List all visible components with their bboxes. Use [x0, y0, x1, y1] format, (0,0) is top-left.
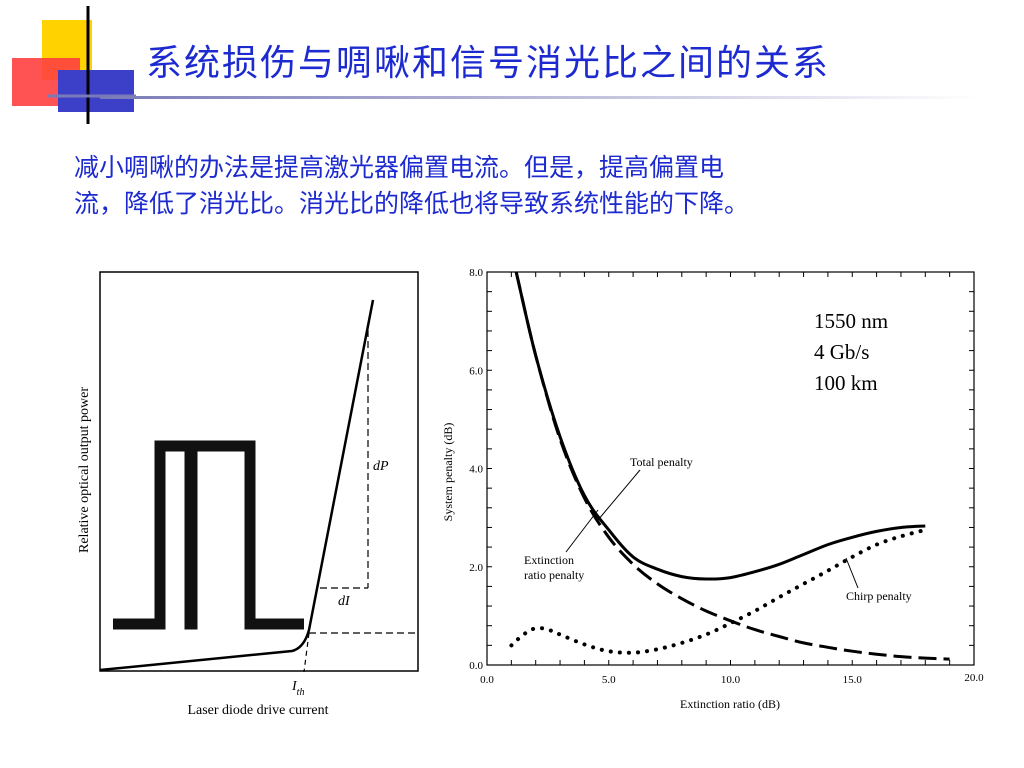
penalty-chart: 0.0 5.0 10.0 15.0 20.0 0.0 2.0 4.0 6.0 8.0 Extinc… — [441, 267, 984, 711]
condition-distance: 100 km — [814, 371, 878, 395]
y-tick-label: 2.0 — [469, 562, 483, 574]
pi-chart-frame — [99, 271, 419, 672]
condition-wavelength: 1550 nm — [814, 309, 888, 333]
x-tick-label: 0.0 — [480, 674, 494, 686]
slide-title: 系统损伤与啁啾和信号消光比之间的关系 — [146, 43, 831, 84]
slide-body: 减小啁啾的办法是提高激光器偏置电流。但是，提高偏置电 流，降低了消光比。消光比的… — [74, 150, 994, 222]
body-line-1: 减小啁啾的办法是提高激光器偏置电流。但是，提高偏置电 — [74, 153, 725, 182]
body-line-2: 流，降低了消光比。消光比的降低也将导致系统性能的下降。 — [74, 189, 750, 218]
dp-label: dP — [373, 459, 389, 474]
di-label: dI — [338, 594, 351, 609]
chirp-penalty-pointer — [845, 557, 859, 589]
series-dashed-line — [514, 271, 950, 661]
pi-ylabel: Relative optical output power — [77, 387, 92, 553]
slide-logo — [12, 6, 136, 124]
pi-xlabel: Laser diode drive current — [187, 703, 328, 718]
condition-bitrate: 4 Gb/s — [814, 340, 869, 364]
x-tick-label: 15.0 — [843, 674, 863, 686]
threshold-dash-v — [303, 632, 310, 673]
y-tick-label: 4.0 — [469, 464, 483, 476]
total-penalty-label: Total penalty — [630, 455, 693, 469]
extinction-penalty-pointer — [565, 509, 599, 553]
x-tick-label: 10.0 — [721, 674, 741, 686]
extinction-penalty-label-2: ratio penalty — [524, 568, 584, 582]
extinction-penalty-label-1: Extinction — [524, 553, 574, 567]
title-divider — [100, 96, 980, 99]
y-tick-label: 6.0 — [469, 365, 483, 377]
penalty-series — [509, 271, 950, 661]
y-tick-label: 0.0 — [469, 660, 483, 672]
x-tick-label: 20.0 — [964, 672, 984, 684]
x-tick-label: 5.0 — [602, 674, 616, 686]
pi-curve-chart: dP dI Ith Laser diode drive current Rela… — [77, 271, 419, 718]
pi-curve — [99, 299, 375, 672]
ith-label: Ith — [291, 679, 304, 698]
penalty-ticks — [486, 271, 975, 666]
penalty-plot-frame — [486, 271, 975, 666]
penalty-xlabel: Extinction ratio (dB) — [680, 697, 780, 711]
penalty-tick-labels: 0.0 5.0 10.0 15.0 20.0 0.0 2.0 4.0 6.0 8.0 — [469, 267, 984, 686]
pulse-waveform — [113, 440, 304, 630]
chirp-penalty-label: Chirp penalty — [846, 589, 912, 603]
penalty-ylabel: System penalty (dB) — [441, 423, 455, 522]
total-penalty-pointer — [597, 469, 641, 521]
y-tick-label: 8.0 — [469, 267, 483, 279]
